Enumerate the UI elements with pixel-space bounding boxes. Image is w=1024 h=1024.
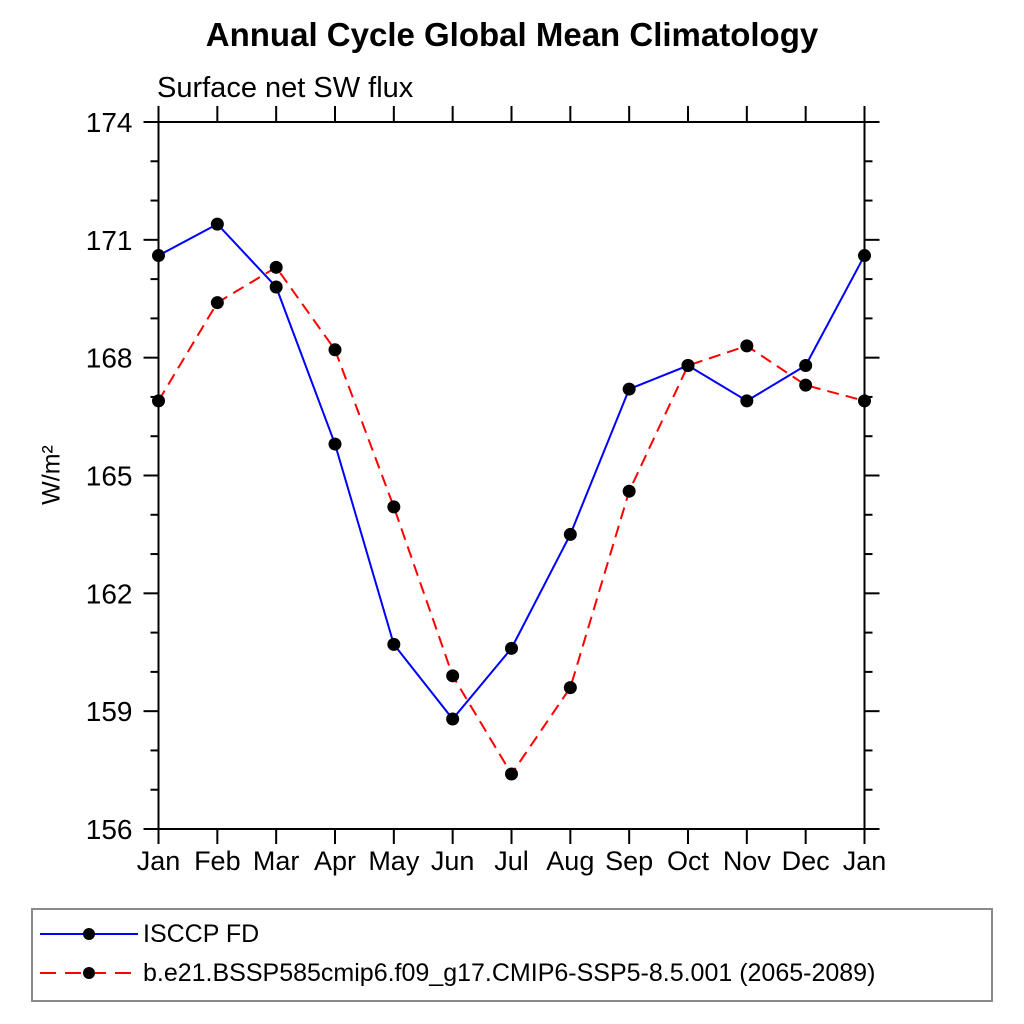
data-point-marker [740,394,754,408]
data-point-marker [328,343,342,357]
data-point-marker [152,394,165,408]
data-point-marker [505,767,518,781]
x-tick-label: Dec [782,846,830,876]
data-point-marker [387,500,401,514]
x-tick-label: May [368,846,420,876]
data-point-marker [269,260,283,274]
y-tick-label: 156 [86,814,133,845]
legend-line-sample-solid [40,928,138,940]
data-point-marker [446,669,460,683]
y-tick-label: 165 [86,461,133,492]
y-tick-label: 168 [86,343,133,374]
x-tick-label: Aug [546,846,594,876]
legend-marker-dot [83,928,95,940]
x-tick-label: Jan [137,846,181,876]
chart-title: Annual Cycle Global Mean Climatology [205,16,819,53]
data-point-marker [446,712,460,726]
data-point-marker [622,382,636,396]
data-point-marker [152,249,165,263]
legend-marker-dot [83,967,95,979]
data-point-marker [622,484,636,498]
x-tick-label: Jun [431,846,475,876]
data-point-marker [681,359,695,373]
data-point-marker [740,339,754,353]
x-tick-label: Oct [667,846,710,876]
y-tick-label: 162 [86,578,133,609]
x-tick-label: Sep [605,846,653,876]
data-point-marker [269,280,283,294]
legend-entry-isccp: ISCCP FD [39,915,259,953]
legend-label: ISCCP FD [143,919,260,948]
data-point-marker [210,217,224,231]
data-point-marker [563,527,577,541]
x-tick-label: Jan [843,846,887,876]
data-point-marker [210,296,224,310]
data-point-marker [563,681,577,695]
legend-label: b.e21.BSSP585cmip6.f09_g17.CMIP6-SSP5-8.… [143,958,876,987]
x-tick-label: Apr [314,846,356,876]
data-point-marker [328,437,342,451]
legend-line-sample-dashed [40,967,138,979]
data-point-marker [858,249,871,263]
legend-entry-model: b.e21.BSSP585cmip6.f09_g17.CMIP6-SSP5-8.… [39,954,875,992]
data-point-marker [387,637,401,651]
y-tick-label: 174 [86,107,133,138]
x-tick-label: Mar [253,846,300,876]
data-point-marker [858,394,871,408]
chart-subtitle: Surface net SW flux [157,72,414,104]
y-tick-label: 159 [86,696,133,727]
data-point-marker [505,641,518,655]
x-tick-label: Jul [494,846,529,876]
plot-frame [157,121,866,830]
data-point-marker [799,378,813,392]
data-point-marker [799,359,813,373]
y-tick-label: 171 [86,225,133,256]
x-tick-label: Feb [194,846,241,876]
x-tick-label: Nov [723,846,772,876]
legend-box: ISCCP FD b.e21.BSSP585cmip6.f09_g17.CMIP… [31,908,993,1002]
series-line-1 [157,265,865,776]
